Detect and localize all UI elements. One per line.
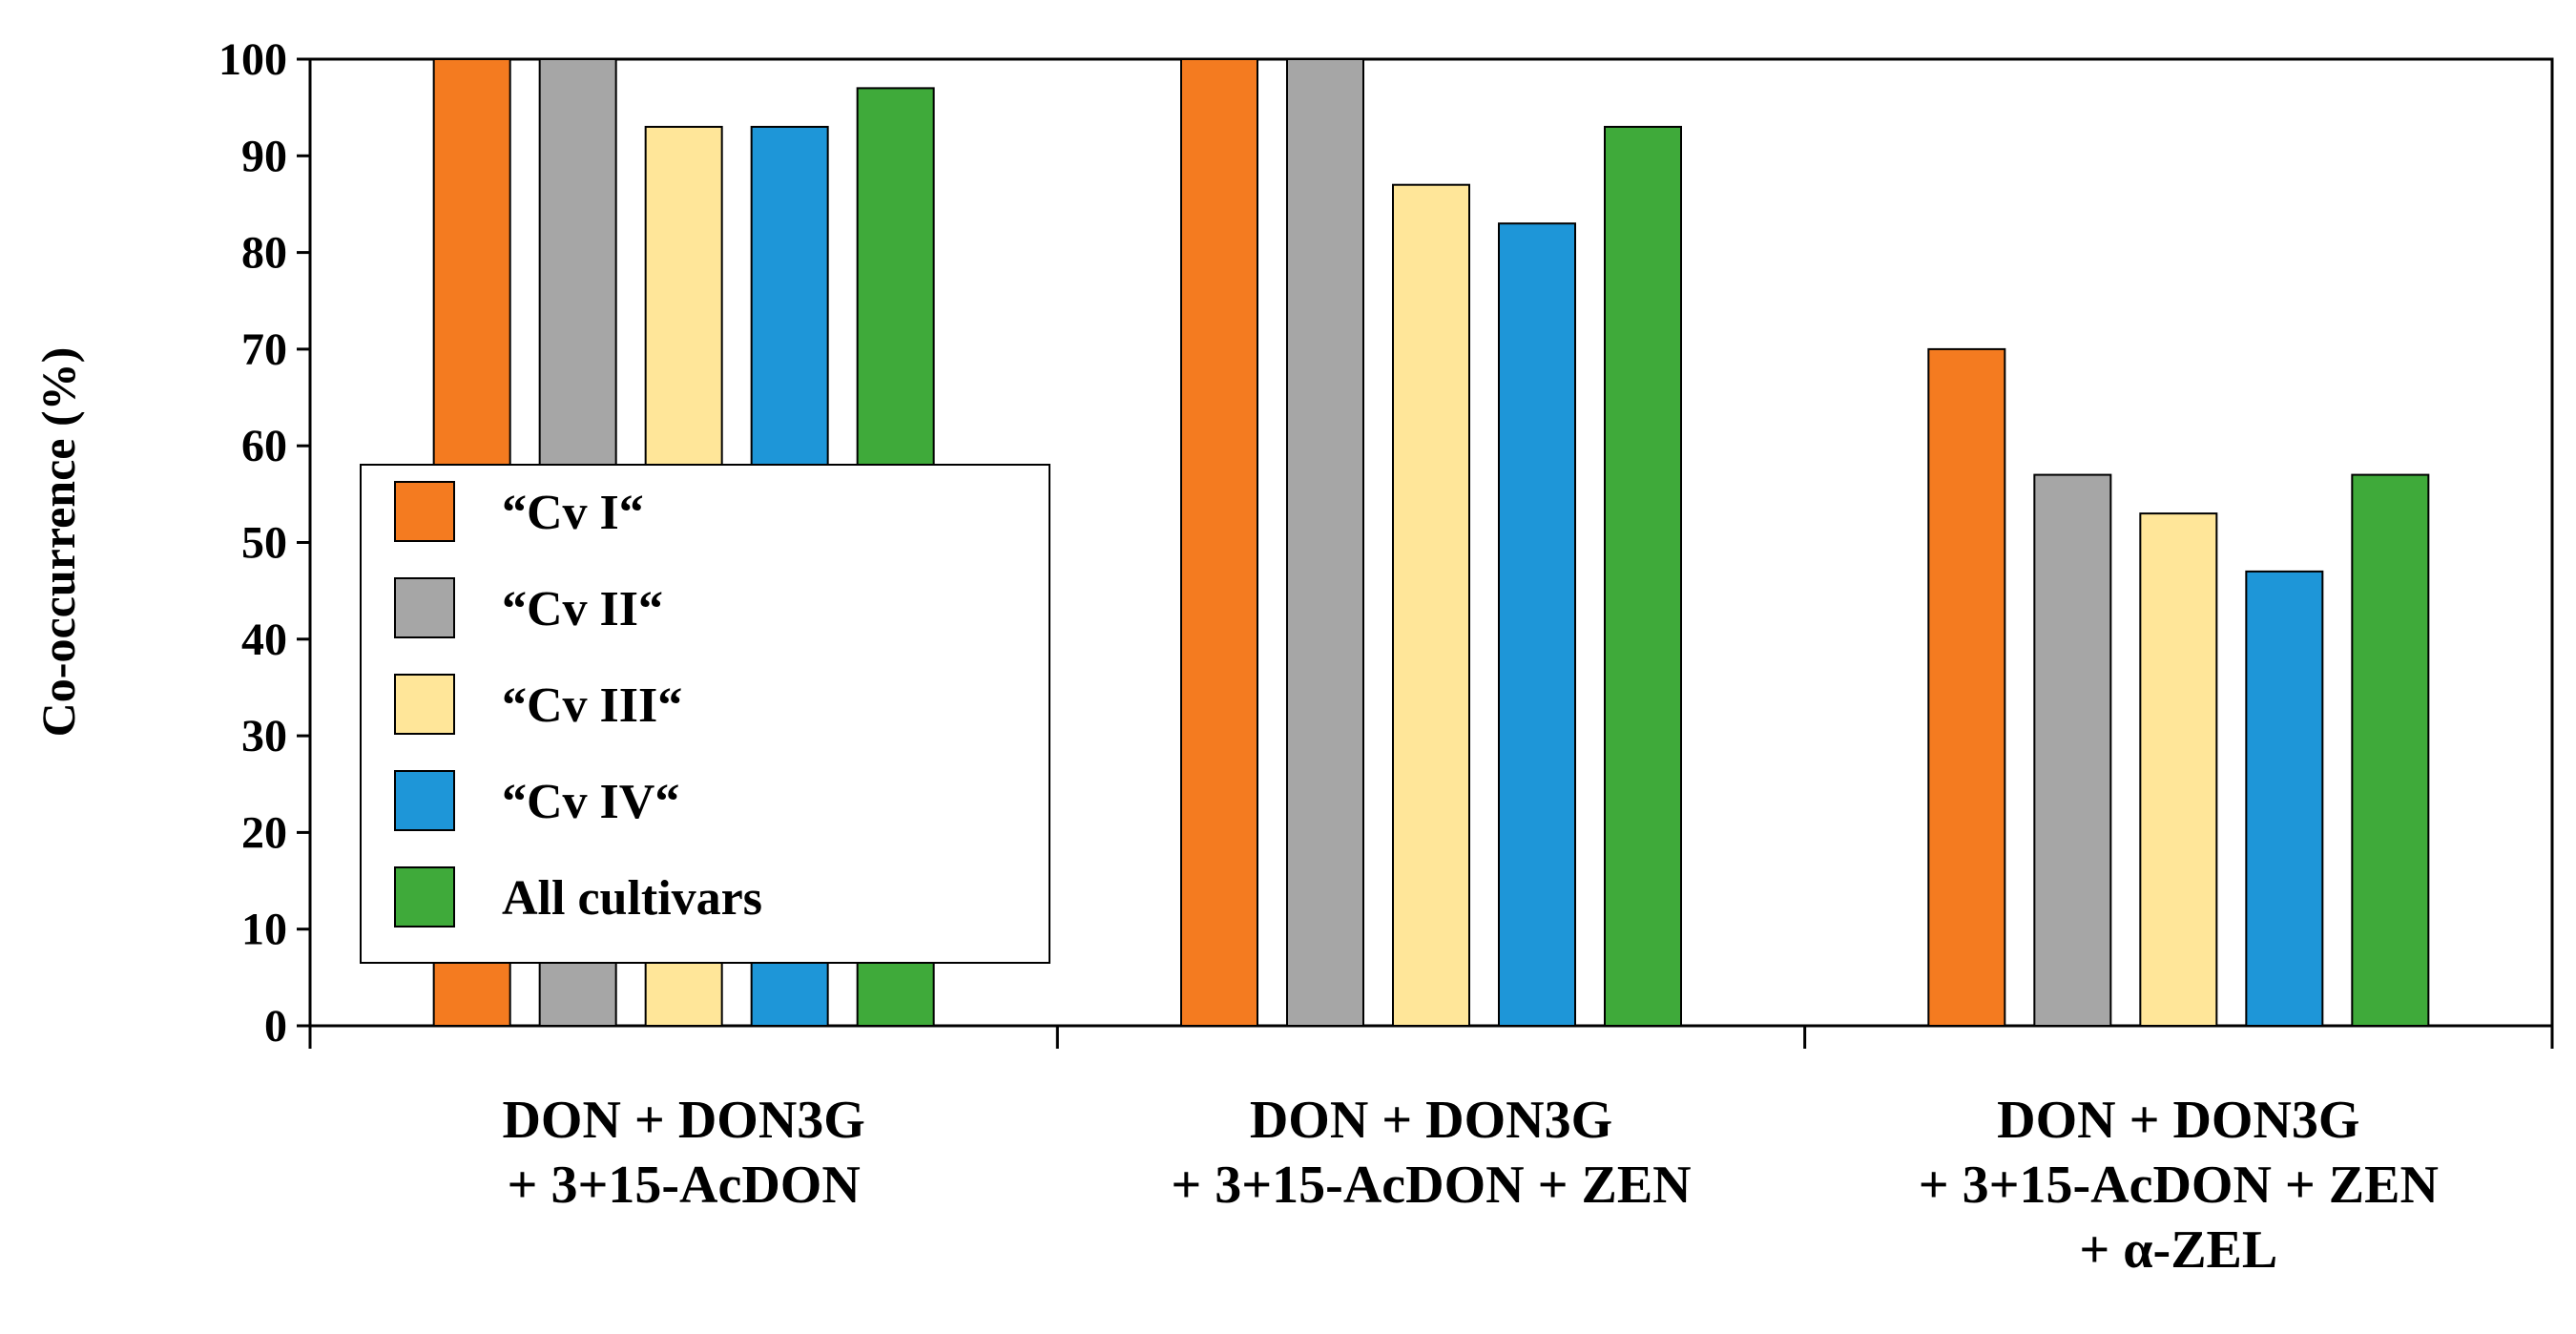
legend: “Cv I“ “Cv II“ “Cv III“ “Cv IV“ All cultivar… [361,465,1049,963]
bar [2140,513,2216,1026]
y-axis-title: Co-occurrence (%) [31,347,85,738]
y-tick-label: 90 [241,131,287,181]
y-tick-label: 60 [241,421,287,471]
bar [1181,59,1257,1026]
y-tick-label: 30 [241,711,287,761]
legend-label: “Cv IV“ [502,775,679,829]
legend-label: “Cv I“ [502,486,644,540]
bar [1499,223,1575,1026]
legend-swatch [395,578,454,637]
y-tick-label: 100 [218,34,287,85]
category-label: + 3+15-AcDON + ZEN [1919,1156,2439,1215]
bar-chart: 0 10 20 30 40 50 60 70 80 90 100 DON + DON3G + 3+15… [0,0,2576,1334]
category-label: + α-ZEL [2079,1220,2277,1280]
bar [1605,127,1681,1026]
bar [2246,572,2322,1026]
y-tick-label: 50 [241,518,287,569]
legend-label: All cultivars [502,871,762,926]
legend-label: “Cv II“ [502,582,663,636]
bar [1928,349,2005,1026]
legend-swatch [395,675,454,734]
legend-label: “Cv III“ [502,678,682,733]
x-axis [310,1026,2552,1049]
bar [1287,59,1363,1026]
category-label: DON + DON3G [1997,1091,2359,1150]
legend-swatch [395,482,454,541]
bar [2034,475,2110,1026]
y-tick-label: 10 [241,905,287,955]
bar [2352,475,2428,1026]
legend-swatch [395,867,454,927]
y-tick-label: 0 [264,1001,287,1052]
y-tick-label: 40 [241,615,287,665]
category-label: + 3+15-AcDON + ZEN [1171,1156,1691,1215]
category-label: + 3+15-AcDON [508,1156,861,1215]
y-tick-label: 70 [241,324,287,375]
y-tick-label: 20 [241,807,287,858]
category-label: DON + DON3G [1250,1091,1612,1150]
category-label: DON + DON3G [502,1091,864,1150]
category-labels: DON + DON3G + 3+15-AcDON DON + DON3G + 3+15… [502,1091,2438,1280]
y-tick-label: 80 [241,228,287,279]
legend-swatch [395,771,454,830]
y-axis: 0 10 20 30 40 50 60 70 80 90 100 [218,34,310,1052]
bar [1393,185,1469,1026]
